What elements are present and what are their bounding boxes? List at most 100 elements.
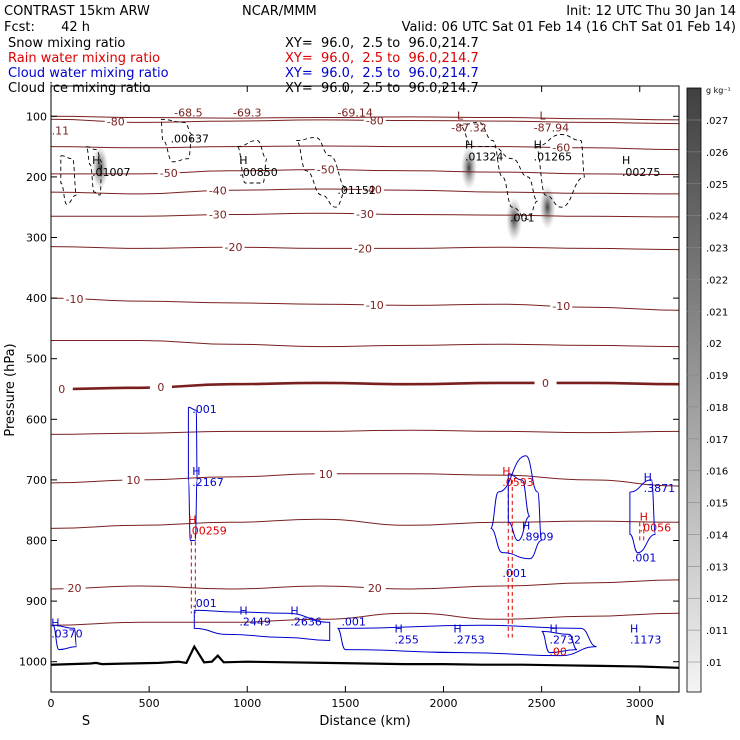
isotherm-line-14 <box>51 612 679 626</box>
cloud-water-max-label-12: H.1173 <box>630 623 662 647</box>
cloud-water-max-label-2: .001 <box>192 403 217 416</box>
legend-label-rain: Rain water mixing ratio <box>8 51 160 66</box>
init-time: Init: 12 UTC Thu 30 Jan 14 <box>566 4 736 19</box>
isotherm-label-bg <box>361 183 384 195</box>
colorbar-tick-label: .02 <box>706 339 722 350</box>
cloud-water-marker: H <box>192 465 200 478</box>
cloud-ice-label-0: -68.5 <box>174 106 202 119</box>
rain-value: .00259 <box>188 524 227 537</box>
isotherm-label: -10 <box>552 300 570 313</box>
isotherm-label: 0 <box>58 383 65 396</box>
colorbar-tick-label: .018 <box>706 403 728 414</box>
cloud-water-contour-6 <box>541 630 578 654</box>
y-tick-label: 300 <box>26 232 47 245</box>
cloud-water-value: .8909 <box>522 531 554 544</box>
snow-max-label-2: H.00850 <box>239 154 278 179</box>
isotherm-label-bg <box>222 241 245 253</box>
cloud-water-contour-4 <box>193 609 331 642</box>
cloud-water-marker: H <box>239 604 247 617</box>
isotherm-label-bg <box>363 114 386 126</box>
cloud-water-value: .2167 <box>192 476 224 489</box>
cloud-water-max-label-3: .001 <box>192 597 217 610</box>
plot-frame <box>50 85 680 693</box>
y-tick-label: 700 <box>26 474 47 487</box>
isotherm-label: -50 <box>317 164 335 177</box>
isotherm-label-bg <box>63 582 86 594</box>
isotherm-line-3 <box>51 169 679 175</box>
isotherm-label-bg <box>363 298 386 310</box>
fcst-label: Fcst: <box>4 20 35 35</box>
snow-max-label-4: H.01324 <box>465 139 504 164</box>
snow-max-label-6: H.01265 <box>534 139 573 164</box>
cloud-water-max-label-8: H.2753 <box>453 623 485 647</box>
cloud-ice-label-5: 5.11 <box>51 124 69 137</box>
isotherm-label-bg <box>206 184 229 196</box>
cloud-water-max-label-14: .001 <box>632 552 657 565</box>
x-tick-label: 500 <box>139 697 160 710</box>
cloud-water-max-label-5: H.2636 <box>290 604 322 628</box>
cloud-water-contour-7 <box>52 624 77 651</box>
isotherm-label: -30 <box>209 209 227 222</box>
snow-max-value: .01152 <box>337 184 376 197</box>
x-tick-label: 1000 <box>233 697 261 710</box>
colorbar-tick-label: .022 <box>706 275 728 286</box>
cloud-water-marker: H <box>394 623 402 636</box>
fcst-value: 42 h <box>61 20 90 35</box>
snow-shading-max-1 <box>461 145 478 190</box>
isotherm-label-bg <box>51 382 73 394</box>
cloud-water-contour-5 <box>337 624 597 657</box>
isotherm-label: 10 <box>319 468 333 481</box>
legend-xy-rain: XY= 96.0, 2.5 to 96.0,214.7 <box>285 51 479 66</box>
y-axis-label: Pressure (hPa) <box>3 343 18 436</box>
cloud-water-marker: H <box>51 616 59 629</box>
snow-max-marker: H <box>534 139 542 152</box>
snow-max-value: .01265 <box>534 151 573 164</box>
isotherm-label-bg <box>149 380 172 392</box>
cloud-water-value: .001 <box>632 552 657 565</box>
rain-marker: H <box>188 513 196 526</box>
cloud-water-marker: H <box>290 604 298 617</box>
isotherm-label: -10 <box>66 293 84 306</box>
isotherm-label-bg <box>352 242 375 254</box>
rain-value: .0593 <box>502 476 534 489</box>
colorbar-tick-label: .023 <box>706 244 728 255</box>
valid-time: Valid: 06 UTC Sat 01 Feb 14 (16 ChT Sat … <box>402 20 736 35</box>
rain-max-label-1: H.0593 <box>502 465 534 489</box>
isotherm-label: 10 <box>126 474 140 487</box>
isotherm-line-9 <box>51 381 679 391</box>
isotherm-label: -30 <box>356 208 374 221</box>
cloud-water-contour-1 <box>490 455 543 560</box>
rain-value: .0056 <box>640 521 672 534</box>
isotherm-label-bg <box>157 166 180 178</box>
cloud-ice-label-3: L-87.32 <box>451 109 486 134</box>
legend-label-cloud-ice: Cloud ice mixing ratio <box>8 81 150 96</box>
isotherm-line-2 <box>51 145 679 151</box>
y-tick-label: 400 <box>26 292 47 305</box>
cloud-water-max-label-0: H.0370 <box>51 616 83 640</box>
snow-contour-6 <box>60 155 77 205</box>
cloud-ice-value: -87.32 <box>451 121 486 134</box>
x-tick-label: 2000 <box>430 697 458 710</box>
cloud-water-max-label-1: H.2167 <box>192 465 224 489</box>
isotherm-label-bg <box>550 141 573 153</box>
isotherm-line-8 <box>51 339 679 348</box>
cloud-water-value: .2732 <box>549 634 581 647</box>
colorbar-tick-label: .026 <box>706 148 728 159</box>
x-tick-label: 1500 <box>331 697 359 710</box>
cloud-water-contour-2 <box>507 473 531 542</box>
snow-max-marker: H <box>622 154 630 167</box>
isotherm-line-11 <box>51 473 679 487</box>
snow-shading-max-2 <box>506 197 523 242</box>
cloud-water-value: .2449 <box>239 615 271 628</box>
cloud-water-marker: H <box>522 520 530 533</box>
isotherm-line-1 <box>51 115 679 121</box>
isotherm-label: -40 <box>209 185 227 198</box>
isotherm-label: -40 <box>364 184 382 197</box>
isotherm-label-bg <box>314 163 337 175</box>
cloud-water-value: .001 <box>341 615 366 628</box>
isotherm-label: -60 <box>552 141 570 154</box>
snow-max-value: .001 <box>510 211 535 224</box>
cloud-water-max-label-9: H.8909 <box>522 520 554 544</box>
isotherm-label: -50 <box>160 167 178 180</box>
